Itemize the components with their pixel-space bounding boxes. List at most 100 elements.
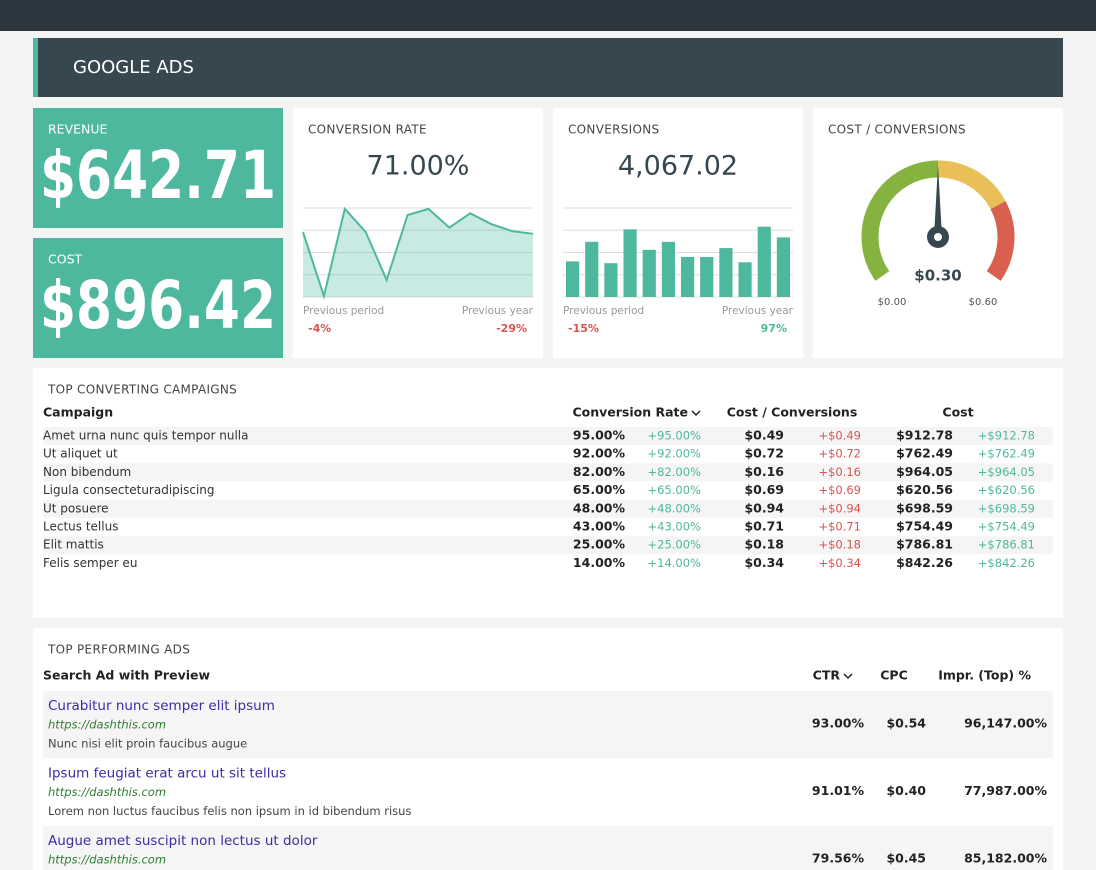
gauge-segment	[861, 160, 939, 281]
cell: +$0.71	[818, 520, 861, 534]
area	[303, 208, 533, 297]
previous-year-label: Previous year	[462, 305, 534, 317]
widget-value: 4,067.02	[618, 151, 738, 182]
column-header: Cost	[942, 405, 973, 420]
ctr: 93.00%	[812, 716, 865, 731]
bar	[681, 256, 695, 297]
cell: +48.00%	[648, 501, 702, 515]
column-header: CTR	[813, 668, 841, 683]
cpc: $0.45	[886, 851, 926, 866]
cell: $0.34	[744, 555, 784, 570]
cell: $620.56	[896, 482, 953, 497]
ad-description: Nunc nisi elit proin faucibus augue	[48, 737, 247, 751]
cell: $912.78	[896, 428, 953, 443]
kpi-value: $642.71	[40, 137, 276, 214]
cell: Ligula consecteturadipiscing	[43, 483, 215, 497]
sort-icon	[691, 410, 701, 417]
cell: +$0.34	[818, 556, 861, 570]
cell: 14.00%	[573, 555, 626, 570]
cell: 48.00%	[573, 500, 626, 515]
ad-description: Lorem non luctus faucibus felis non ipsu…	[48, 804, 411, 818]
cell: +$786.81	[978, 538, 1035, 552]
row-stripe	[43, 536, 1053, 555]
gauge-hub-center	[934, 233, 942, 241]
previous-period-value: -4%	[308, 322, 331, 335]
cell: Lectus tellus	[43, 520, 118, 534]
cell: Ut aliquet ut	[43, 447, 118, 461]
bar	[642, 249, 656, 297]
cell: $698.59	[896, 500, 953, 515]
cell: $0.49	[744, 428, 784, 443]
column-header: Impr. (Top) %	[938, 668, 1031, 683]
cell: $762.49	[896, 446, 953, 461]
kpi-label: REVENUE	[48, 122, 108, 137]
cell: Ut posuere	[43, 501, 109, 515]
column-header: Conversion Rate	[572, 405, 688, 420]
cell: $842.26	[896, 555, 953, 570]
cell: +$0.69	[818, 483, 861, 497]
header-bar	[33, 38, 1063, 97]
previous-year-value: -29%	[496, 322, 527, 335]
widget-card	[293, 108, 543, 358]
cell: +$0.49	[818, 429, 861, 443]
row-stripe	[43, 463, 1053, 482]
bar	[700, 256, 714, 297]
cell: +95.00%	[648, 429, 702, 443]
gauge-segment	[986, 201, 1015, 281]
bar	[566, 261, 580, 297]
cell: Elit mattis	[43, 538, 104, 552]
ad-title: Curabitur nunc semper elit ipsum	[48, 698, 275, 714]
ad-url: https://dashthis.com	[48, 853, 166, 867]
cpc: $0.54	[886, 716, 926, 731]
sort-icon	[843, 673, 853, 680]
table-title: TOP PERFORMING ADS	[47, 643, 190, 657]
cell: 43.00%	[573, 519, 626, 534]
bar	[661, 241, 675, 297]
impr: 85,182.00%	[964, 851, 1047, 866]
kpi-value: $896.42	[40, 267, 276, 344]
cell: +$842.26	[978, 556, 1035, 570]
gauge-min: $0.00	[878, 297, 907, 308]
widget-title: CONVERSION RATE	[308, 123, 427, 137]
ctr: 79.56%	[812, 851, 865, 866]
table-title: TOP CONVERTING CAMPAIGNS	[47, 383, 237, 397]
bar	[623, 229, 637, 297]
cell: $754.49	[896, 519, 953, 534]
header-accent	[33, 38, 38, 97]
cell: Non bibendum	[43, 465, 131, 479]
cell: $0.16	[744, 464, 784, 479]
previous-year-value: 97%	[761, 322, 787, 335]
row-stripe	[43, 691, 1053, 759]
line	[302, 206, 534, 300]
cell: +$762.49	[978, 447, 1035, 461]
previous-period-label: Previous period	[563, 305, 644, 317]
cpc: $0.40	[886, 783, 926, 798]
bar	[719, 248, 733, 297]
cell: $0.94	[744, 500, 784, 515]
cell: +$964.05	[978, 465, 1035, 479]
column-header: Cost / Conversions	[727, 405, 858, 420]
cell: $964.05	[896, 464, 953, 479]
bar	[776, 237, 790, 297]
widget-value: 71.00%	[367, 151, 470, 182]
header-title: GOOGLE ADS	[73, 57, 194, 78]
bar	[604, 263, 618, 297]
column-header: Search Ad with Preview	[43, 668, 210, 683]
row-stripe	[43, 499, 1053, 518]
cell: +$0.18	[818, 538, 861, 552]
cell: +25.00%	[648, 538, 702, 552]
cell: $0.72	[744, 446, 784, 461]
previous-period-label: Previous period	[303, 305, 384, 317]
column-header: CPC	[880, 668, 908, 683]
cell: $0.69	[744, 482, 784, 497]
top-bar	[0, 0, 1096, 31]
row-stripe	[43, 427, 1053, 445]
ad-url: https://dashthis.com	[48, 785, 166, 799]
cell: 65.00%	[573, 482, 626, 497]
widget-title: CONVERSIONS	[568, 123, 659, 137]
cell: +92.00%	[648, 447, 702, 461]
cell: Amet urna nunc quis tempor nulla	[43, 429, 248, 443]
cell: +65.00%	[648, 483, 702, 497]
ctr: 91.01%	[812, 783, 865, 798]
